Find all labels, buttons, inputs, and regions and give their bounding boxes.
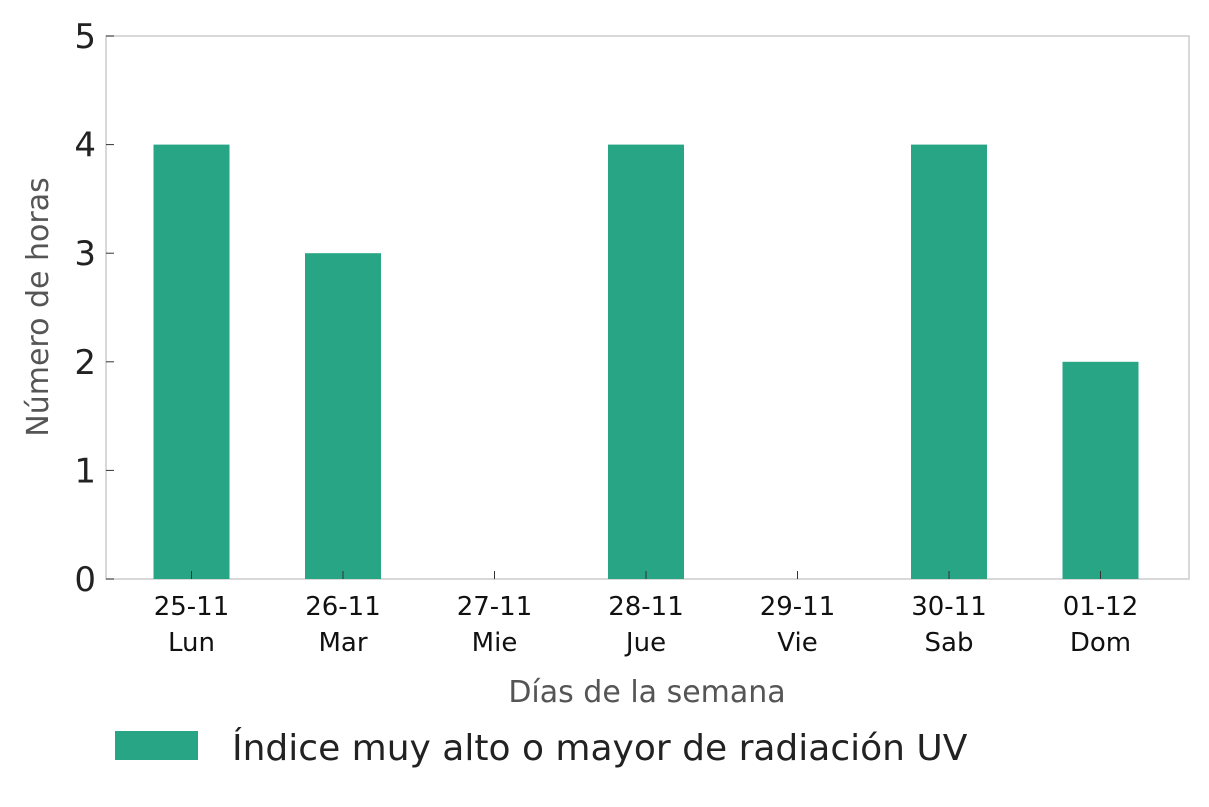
x-axis-label: Días de la semana — [508, 675, 785, 710]
y-tick-label: 5 — [74, 17, 96, 57]
x-tick-label-day: Vie — [777, 628, 817, 658]
y-tick-label: 4 — [74, 126, 96, 166]
x-tick-label-date: 30-11 — [911, 592, 987, 622]
y-tick-label: 1 — [74, 451, 96, 491]
x-tick-label-date: 27-11 — [457, 592, 533, 622]
x-tick-label-day: Mar — [318, 628, 367, 658]
y-axis-label: Número de horas — [21, 177, 56, 436]
x-tick-label-day: Mie — [472, 628, 518, 658]
y-tick-label: 3 — [74, 234, 96, 274]
x-tick-label-day: Sab — [925, 628, 974, 658]
bar — [153, 144, 230, 579]
x-tick-label-date: 26-11 — [305, 592, 381, 622]
legend-swatch — [115, 731, 198, 760]
x-tick-label-date: 28-11 — [608, 592, 684, 622]
bar — [911, 144, 987, 579]
bar — [305, 253, 381, 579]
legend: Índice muy alto o mayor de radiación UV — [115, 727, 968, 769]
legend-label: Índice muy alto o mayor de radiación UV — [232, 727, 968, 769]
x-tick-label-date: 01-12 — [1063, 592, 1139, 622]
x-tick-label-day: Lun — [168, 628, 215, 658]
x-tick-label-day: Dom — [1070, 628, 1131, 658]
x-tick-label-day: Jue — [624, 628, 666, 658]
y-tick-label: 2 — [74, 343, 96, 383]
x-tick-label-date: 29-11 — [760, 592, 836, 622]
y-tick-label: 0 — [74, 560, 96, 600]
x-axis-ticks: 25-11 Lun 26-11 Mar 27-11 Mie 28-11 Jue 29-11 Vie… — [154, 571, 1139, 658]
bars — [153, 144, 1139, 579]
bar — [1062, 361, 1139, 579]
x-tick-label-date: 25-11 — [154, 592, 230, 622]
bar — [608, 144, 684, 579]
y-axis-ticks: 0 1 2 3 4 5 — [74, 17, 114, 600]
